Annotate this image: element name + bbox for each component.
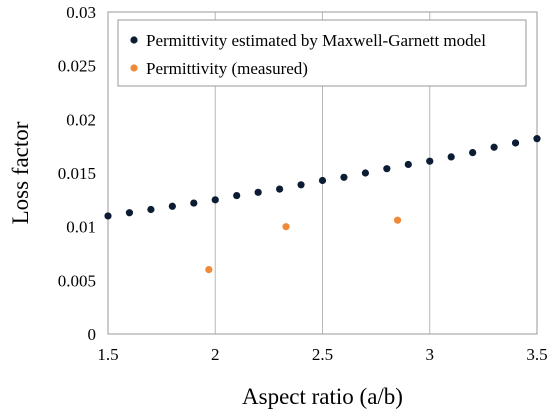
model-data-point [318, 176, 327, 185]
model-data-point [211, 196, 219, 204]
y-tick-label: 0.01 [66, 218, 96, 237]
y-tick-label: 0.025 [58, 57, 96, 76]
data-points [104, 135, 541, 274]
model-data-point [511, 139, 520, 147]
model-data-point [447, 153, 455, 161]
measured-data-point [282, 223, 290, 231]
model-data-point [254, 188, 262, 196]
x-axis-tick-labels: 1.5 2 2.5 3 3.5 [97, 345, 547, 364]
model-data-point [233, 191, 241, 200]
y-tick-label: 0.005 [58, 271, 96, 290]
series-measured-points [205, 216, 402, 274]
legend: Permittivity estimated by Maxwell-Garnet… [117, 19, 527, 87]
legend-marker-measured [130, 64, 138, 72]
measured-data-point [205, 266, 213, 274]
y-tick-label: 0.02 [66, 110, 96, 129]
model-data-point [125, 209, 134, 217]
y-axis-title: Loss factor [8, 121, 33, 224]
model-data-point [147, 205, 155, 214]
model-data-point [340, 173, 348, 181]
model-data-point [490, 143, 498, 151]
x-tick-label: 3.5 [526, 345, 547, 364]
y-axis-tick-labels: 0 0.005 0.01 0.015 0.02 0.025 0.03 [58, 3, 96, 344]
model-data-point [404, 160, 412, 169]
measured-data-point [393, 216, 402, 224]
x-tick-label: 2 [211, 345, 220, 364]
x-tick-label: 3 [426, 345, 435, 364]
y-tick-label: 0.03 [66, 3, 96, 22]
legend-box [117, 19, 527, 87]
x-tick-label: 2.5 [312, 345, 333, 364]
model-data-point [104, 212, 112, 220]
model-data-point [190, 199, 198, 207]
legend-label-measured: Permittivity (measured) [146, 59, 308, 78]
series-model-points [104, 135, 541, 220]
model-data-point [276, 185, 284, 193]
x-axis-title: Aspect ratio (a/b) [242, 384, 403, 409]
model-data-point [168, 202, 176, 210]
model-data-point [361, 169, 369, 177]
model-data-point [533, 135, 541, 143]
model-data-point [426, 157, 434, 165]
x-tick-label: 1.5 [97, 345, 118, 364]
plot-area-frame [107, 11, 538, 335]
legend-label-model: Permittivity estimated by Maxwell-Garnet… [146, 31, 486, 50]
model-data-point [383, 165, 391, 173]
model-data-point [297, 181, 305, 189]
legend-marker-model [130, 36, 138, 44]
y-tick-label: 0.015 [58, 164, 96, 183]
y-tick-label: 0 [88, 325, 97, 344]
model-data-point [469, 149, 477, 157]
